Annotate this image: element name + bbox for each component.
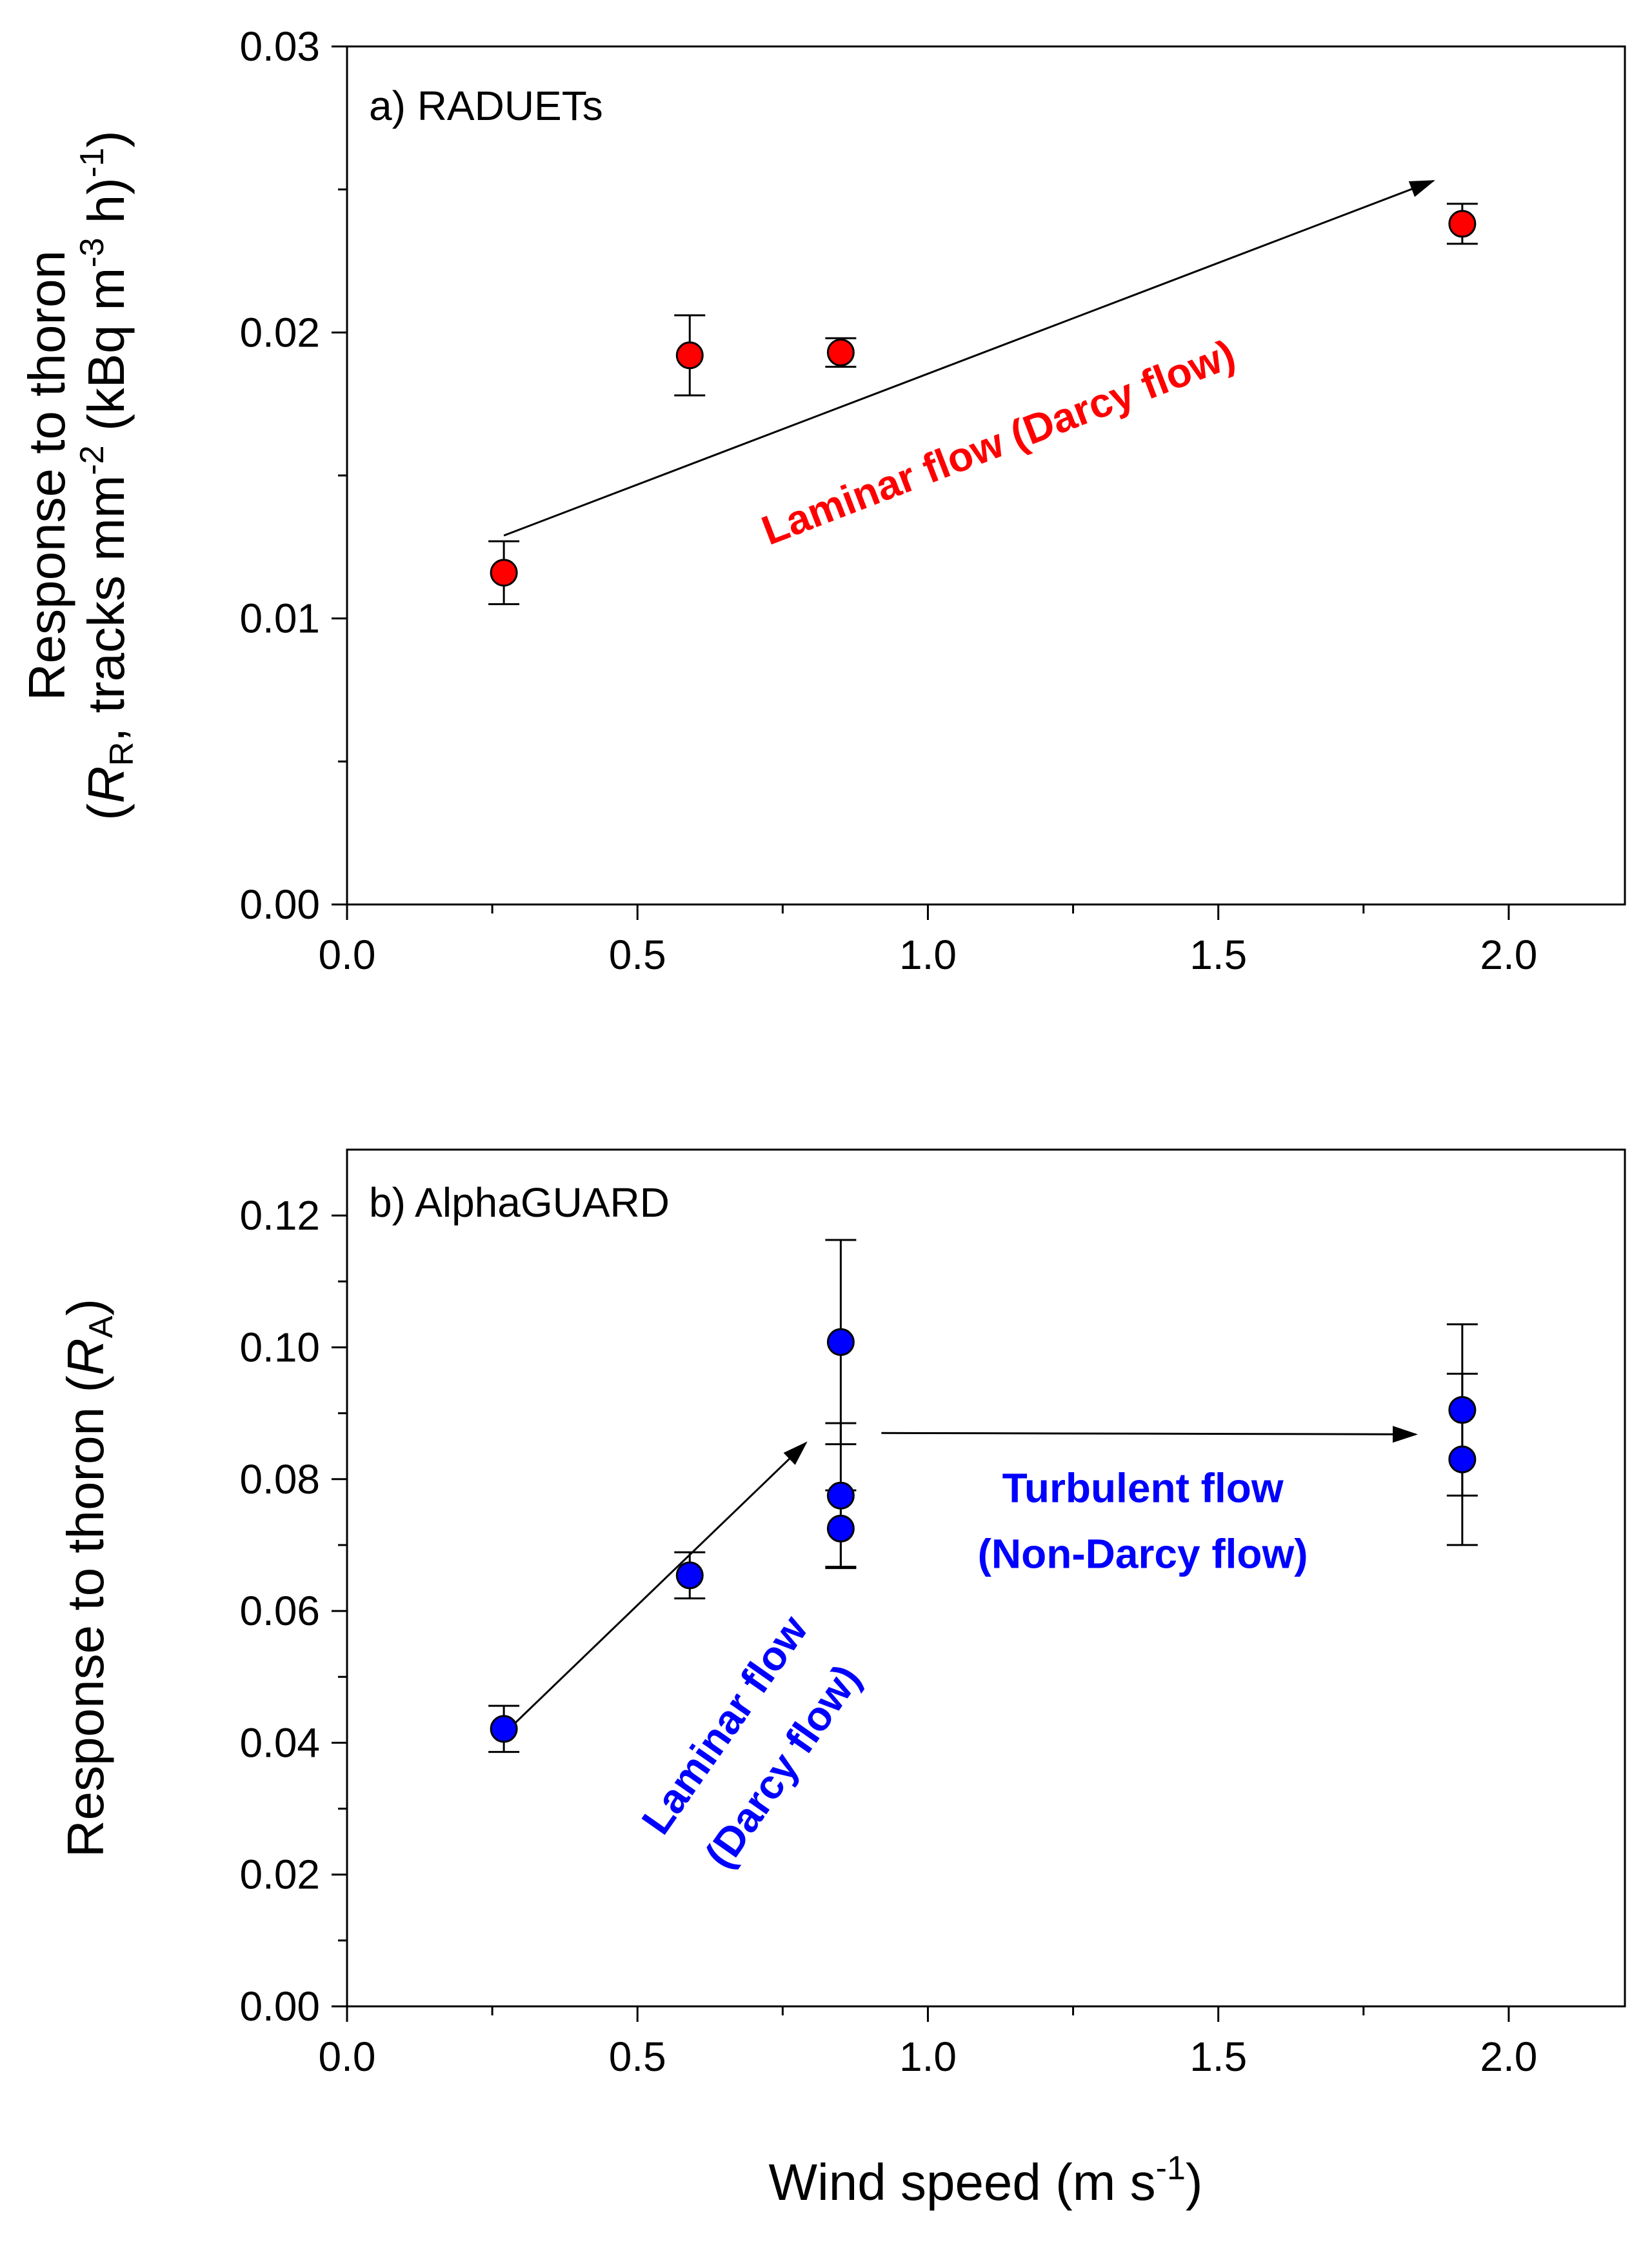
x-tick-label-b: 0.0 (319, 2033, 376, 2080)
x-tick-label-a: 2.0 (1480, 932, 1537, 978)
panel-label-a: a) RADUETs (369, 83, 603, 129)
data-point-b-5 (1448, 1396, 1477, 1424)
panel-a-raduets: 0.0 0.5 1.0 1.5 2.0 0.00 0.01 0.02 0.03 Laminar … (18, 23, 1626, 978)
y-tick-label-a: 0.02 (239, 309, 320, 355)
y-tick-label-b: 0.00 (239, 1983, 320, 2030)
y-tick-label-b: 0.12 (239, 1192, 320, 1239)
data-point-a-1 (675, 341, 704, 370)
y-axis-title-a-line2: (RR, tracks mm-2 (kBq m-3 h)-1) (74, 130, 141, 821)
tick-marks-a: 0.0 0.5 1.0 1.5 2.0 0.00 0.01 0.02 0.03 (239, 23, 1537, 978)
data-point-b-4 (826, 1514, 855, 1543)
data-point-b-1 (675, 1561, 704, 1590)
x-tick-label-a: 0.0 (319, 932, 376, 978)
data-marks-a: Laminar flow (Darcy flow) (488, 179, 1478, 605)
trend-arrow-a-0 (503, 179, 1435, 537)
y-axis-title-a: Response to thoron (RR, tracks mm-2 (kBq… (18, 130, 141, 821)
x-tick-label-b: 2.0 (1480, 2033, 1537, 2080)
y-tick-label-a: 0.03 (239, 23, 320, 70)
trend-arrow-b-0 (509, 1441, 808, 1729)
y-axis-title-b-text: Response to thoron (RA) (57, 1299, 120, 1857)
x-tick-label-b: 1.0 (899, 2033, 957, 2080)
data-point-a-0 (490, 559, 518, 587)
y-axis-title-a-line1: Response to thoron (18, 250, 75, 701)
annotation-b-2: Turbulent flow (1002, 1465, 1284, 1512)
x-tick-label-b: 1.5 (1189, 2033, 1247, 2080)
trend-arrow-b-1 (881, 1426, 1418, 1443)
annotation-b-3: (Non-Darcy flow) (978, 1531, 1308, 1577)
y-tick-label-b: 0.08 (239, 1456, 320, 1503)
data-point-b-0 (490, 1715, 518, 1743)
y-tick-label-a: 0.01 (239, 595, 320, 642)
data-point-b-2 (826, 1328, 855, 1356)
panel-b-alphaguard: 0.0 0.5 1.0 1.5 2.0 0.00 0.02 0.04 0.06 0.08 0.10 0… (57, 1148, 1626, 2211)
plot-frame-a (346, 45, 1626, 906)
x-tick-label-b: 0.5 (609, 2033, 666, 2080)
tick-marks-b: 0.0 0.5 1.0 1.5 2.0 0.00 0.02 0.04 0.06 0.08 0.10 0… (239, 1192, 1537, 2080)
data-point-a-2 (826, 338, 855, 366)
data-point-b-6 (1448, 1445, 1477, 1473)
x-tick-label-a: 0.5 (609, 932, 666, 978)
y-axis-title-b: Response to thoron (RA) (57, 1299, 120, 1857)
panel-label-b: b) AlphaGUARD (369, 1179, 670, 1226)
plot-frame-b (346, 1148, 1626, 2008)
y-tick-label-b: 0.04 (239, 1719, 320, 1766)
y-tick-label-b: 0.02 (239, 1852, 320, 1898)
y-tick-label-b: 0.10 (239, 1324, 320, 1370)
x-tick-label-a: 1.5 (1189, 932, 1247, 978)
x-axis-title: Wind speed (m s-1) (768, 2150, 1202, 2211)
y-tick-label-a: 0.00 (239, 881, 320, 928)
data-point-a-3 (1448, 210, 1477, 238)
data-point-b-3 (826, 1481, 855, 1510)
y-tick-label-b: 0.06 (239, 1588, 320, 1634)
annotation-a-0: Laminar flow (Darcy flow) (755, 330, 1241, 554)
data-marks-b: Laminar flow(Darcy flow)Turbulent flow(N… (488, 1239, 1478, 1876)
x-tick-label-a: 1.0 (899, 932, 957, 978)
